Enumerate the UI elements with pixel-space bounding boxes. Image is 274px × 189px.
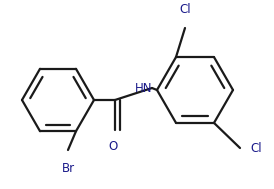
Text: Cl: Cl bbox=[179, 3, 191, 16]
Text: O: O bbox=[109, 140, 118, 153]
Text: Cl: Cl bbox=[250, 142, 262, 154]
Text: Br: Br bbox=[61, 162, 75, 175]
Text: HN: HN bbox=[135, 81, 152, 94]
